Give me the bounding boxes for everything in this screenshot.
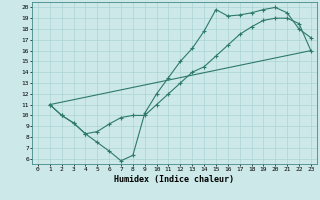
X-axis label: Humidex (Indice chaleur): Humidex (Indice chaleur) (115, 175, 234, 184)
